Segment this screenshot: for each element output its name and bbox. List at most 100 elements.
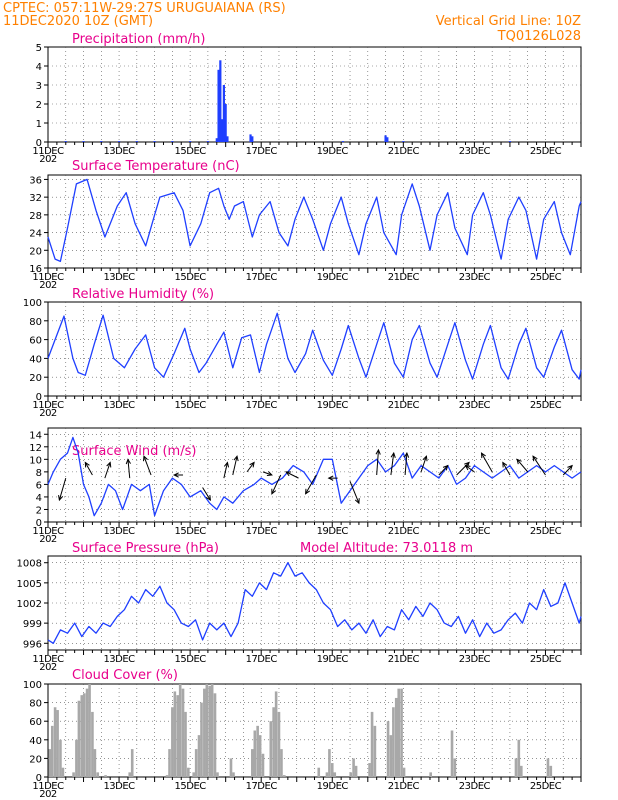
precip-bar xyxy=(189,141,192,142)
wind-arrow-head xyxy=(249,461,255,468)
x-tick-label: 11DEC xyxy=(32,526,64,537)
wind-arrow-head xyxy=(285,471,292,477)
wind-arrow-head xyxy=(442,464,449,471)
cloud-bar xyxy=(165,775,169,777)
y-tick-label: 20 xyxy=(29,246,42,257)
cloud-bar xyxy=(171,707,174,777)
cloud-bar xyxy=(50,725,54,777)
x-tick-label: 23DEC xyxy=(459,146,491,157)
panel-title: Relative Humidity (%) xyxy=(72,287,214,302)
panel-title: Surface Temperature (nC) xyxy=(72,159,240,174)
cloud-bar xyxy=(450,730,454,777)
series-line xyxy=(47,178,582,263)
wind-arrow-shaft xyxy=(420,456,427,473)
cloud-bar xyxy=(96,772,100,777)
panel-6: 0 20 40 60 80 100 11DEC 13DEC 15DEC 17DEC 19DEC 21D… xyxy=(23,668,582,800)
cloud-bar xyxy=(48,749,52,777)
panel-5: 996 999 1002 1005 1008 11DEC 13DEC 15DEC 17DEC 19… xyxy=(17,541,582,673)
y-tick-label: 20 xyxy=(29,754,42,765)
x-tick-label: 25DEC xyxy=(530,526,562,537)
cloud-bar xyxy=(61,767,65,777)
cloud-bar xyxy=(104,775,107,777)
wind-arrow-shaft xyxy=(349,481,360,504)
precip-bar xyxy=(251,136,254,142)
series-line xyxy=(47,312,582,380)
cloud-bar xyxy=(272,707,275,777)
cloud-bar xyxy=(200,702,203,777)
x-tick-label: 23DEC xyxy=(459,781,491,792)
wind-arrow-head xyxy=(58,495,64,502)
x-tick-label: 13DEC xyxy=(103,146,135,157)
cloud-bar xyxy=(328,749,331,777)
wind-arrow-head xyxy=(271,488,277,495)
cloud-bar xyxy=(208,685,211,777)
cloud-bar xyxy=(317,767,321,777)
precip-bar xyxy=(135,141,138,142)
cloud-bar xyxy=(394,697,398,777)
y-tick-label: 16 xyxy=(29,264,42,275)
cloud-bar xyxy=(400,688,403,777)
cloud-bar xyxy=(514,758,518,777)
year-fragment: 202 xyxy=(39,534,57,545)
y-tick-label: 32 xyxy=(29,193,42,204)
y-tick-label: 4 xyxy=(36,493,42,504)
precip-bar xyxy=(100,141,103,142)
y-tick-label: 1 xyxy=(36,119,42,130)
station-header: CPTEC: 057:11W-29:27S URUGUAIANA (RS) xyxy=(3,1,286,16)
wind-arrow-head xyxy=(516,458,522,465)
y-tick-label: 1005 xyxy=(17,579,42,590)
y-tick-label: 40 xyxy=(29,736,42,747)
cloud-bar xyxy=(173,691,177,777)
cloud-bar xyxy=(53,707,57,777)
wind-arrow-head xyxy=(502,461,508,468)
x-tick-label: 23DEC xyxy=(459,654,491,665)
y-tick-label: 0 xyxy=(36,392,42,403)
cloud-bar xyxy=(549,765,553,777)
wind-arrow-shaft xyxy=(143,456,152,476)
wind-arrow-shaft xyxy=(562,465,573,476)
wind-arrow-shaft xyxy=(246,462,255,473)
wind-arrow-head xyxy=(106,461,112,468)
wind-arrow-shaft xyxy=(84,462,93,476)
wind-arrow-shaft xyxy=(202,487,211,501)
wind-arrow-shaft xyxy=(104,462,111,479)
x-tick-label: 17DEC xyxy=(246,400,278,411)
x-tick-label: 15DEC xyxy=(175,781,207,792)
wind-arrow-head xyxy=(233,455,239,462)
wind-arrow-head xyxy=(403,451,410,458)
cloud-bar xyxy=(282,775,286,777)
x-tick-label: 21DEC xyxy=(388,400,420,411)
cloud-bar xyxy=(192,772,195,777)
year-fragment: 202 xyxy=(39,280,57,291)
cloud-bar xyxy=(93,749,97,777)
x-tick-label: 21DEC xyxy=(388,781,420,792)
wind-arrow-shaft xyxy=(516,459,529,473)
y-tick-label: 0 xyxy=(36,773,42,784)
cloud-bar xyxy=(128,772,132,777)
wind-arrow-head xyxy=(223,461,230,468)
x-tick-label: 25DEC xyxy=(530,781,562,792)
wind-arrow-shaft xyxy=(271,474,282,495)
x-tick-label: 13DEC xyxy=(103,526,135,537)
cloud-bar xyxy=(59,739,62,777)
x-tick-label: 17DEC xyxy=(246,146,278,157)
cloud-bar xyxy=(397,688,401,777)
precip-bar xyxy=(384,135,387,142)
precip-bar xyxy=(508,141,512,142)
wind-arrow-head xyxy=(532,455,538,462)
wind-arrow-shaft xyxy=(305,474,317,495)
cloud-bar xyxy=(213,693,217,777)
wind-arrow-head xyxy=(125,458,131,465)
precip-bar xyxy=(402,141,405,142)
precip-bar xyxy=(82,141,85,142)
cloud-bar xyxy=(370,711,374,777)
plot-frame xyxy=(47,683,582,778)
y-tick-label: 8 xyxy=(36,468,42,479)
x-tick-label: 15DEC xyxy=(175,272,207,283)
panel-3: 0 20 40 60 80 100 11DEC 13DEC 15DEC 17DEC 19DEC 21D… xyxy=(23,287,582,419)
cloud-bar xyxy=(330,763,334,777)
series-line xyxy=(47,436,582,517)
y-tick-label: 5 xyxy=(36,43,42,54)
